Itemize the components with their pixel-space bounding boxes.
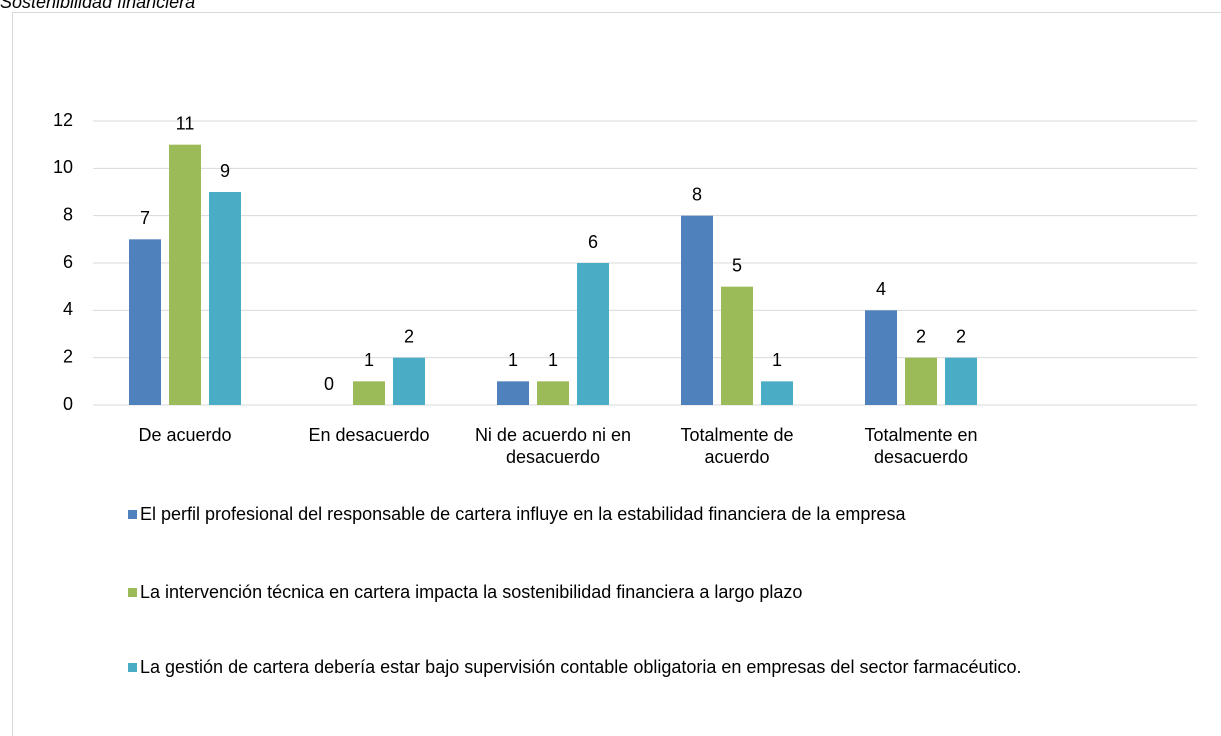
legend-item: El perfil profesional del responsable de… xyxy=(128,502,1180,526)
data-label: 11 xyxy=(176,113,195,133)
y-tick-label: 2 xyxy=(63,346,73,366)
bar xyxy=(721,286,753,405)
legend-label: El perfil profesional del responsable de… xyxy=(140,504,906,524)
y-tick-label: 6 xyxy=(63,252,73,272)
bar xyxy=(761,381,793,405)
y-tick-label: 10 xyxy=(53,157,73,177)
data-label: 7 xyxy=(140,208,150,228)
bar xyxy=(945,357,977,405)
data-label: 1 xyxy=(364,350,374,370)
legend-swatch xyxy=(128,663,137,672)
data-label: 2 xyxy=(956,326,966,346)
legend-swatch xyxy=(128,588,137,597)
chart-frame xyxy=(12,12,1221,736)
y-tick-label: 0 xyxy=(63,394,73,414)
y-tick-label: 8 xyxy=(63,204,73,224)
legend-item: La gestión de cartera debería estar bajo… xyxy=(128,655,1180,679)
y-tick-label: 4 xyxy=(63,299,73,319)
legend-label: La gestión de cartera debería estar bajo… xyxy=(140,657,1022,677)
data-label: 8 xyxy=(692,184,702,204)
bar xyxy=(865,310,897,405)
bar xyxy=(681,215,713,405)
x-tick-label: Ni de acuerdo ni en desacuerdo xyxy=(474,425,632,467)
x-tick-label: En desacuerdo xyxy=(308,425,430,445)
data-label: 1 xyxy=(772,350,782,370)
bar xyxy=(577,263,609,405)
data-label: 2 xyxy=(916,326,926,346)
data-label: 5 xyxy=(732,255,742,275)
data-label: 0 xyxy=(324,374,334,394)
bar xyxy=(393,357,425,405)
x-tick-label: Totalmente de acuerdo xyxy=(680,425,794,467)
legend-swatch xyxy=(128,510,137,519)
legend-item: La intervención técnica en cartera impac… xyxy=(128,580,1180,604)
bar xyxy=(169,144,201,405)
data-label: 2 xyxy=(404,326,414,346)
y-tick-label: 12 xyxy=(53,110,73,130)
chart-title: Sostenibilidad financiera xyxy=(0,0,196,12)
bar xyxy=(209,192,241,405)
data-label: 9 xyxy=(220,161,230,181)
bar xyxy=(537,381,569,405)
bar xyxy=(497,381,529,405)
data-label: 6 xyxy=(588,232,598,252)
bar xyxy=(353,381,385,405)
data-label: 1 xyxy=(508,350,518,370)
x-tick-label: De acuerdo xyxy=(138,425,232,445)
data-label: 1 xyxy=(548,350,558,370)
bar xyxy=(129,239,161,405)
x-tick-label: Totalmente en desacuerdo xyxy=(864,425,978,467)
legend-label: La intervención técnica en cartera impac… xyxy=(140,582,803,602)
bar xyxy=(905,357,937,405)
data-label: 4 xyxy=(876,279,886,299)
